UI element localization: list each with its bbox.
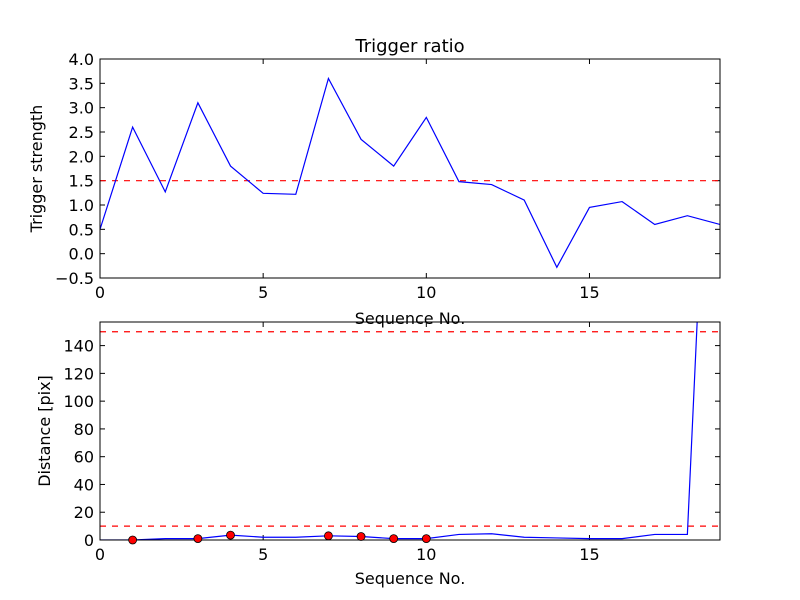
y-axis-label: Distance [pix] [35, 375, 54, 487]
axes-frame [99, 58, 721, 279]
x-tick-label: 0 [95, 283, 105, 302]
data-point-marker [193, 534, 203, 544]
data-point-marker [421, 534, 431, 544]
y-tick-label: 2.5 [69, 123, 94, 142]
y-tick-label: −0.5 [55, 269, 94, 288]
data-point-marker [128, 535, 138, 545]
series-line [100, 322, 698, 540]
y-tick-label: 40 [74, 475, 94, 494]
axes-frame [99, 321, 721, 541]
tick-layer: 0 5 10 15 0 20 40 60 80 100 120 140 [63, 322, 720, 564]
y-axis-label: Trigger strength [27, 105, 46, 234]
plot-area [100, 322, 720, 540]
y-tick-label: 3.0 [69, 99, 94, 118]
y-tick-label: 1.0 [69, 196, 94, 215]
data-point-marker [324, 531, 333, 541]
x-tick-label: 10 [416, 545, 436, 564]
x-tick-label: 0 [95, 545, 105, 564]
x-tick-label: 10 [416, 283, 436, 302]
series-line [100, 76, 720, 269]
y-tick-label: 4.0 [69, 50, 94, 69]
x-tick-label: 5 [258, 545, 268, 564]
y-tick-label: 100 [63, 392, 94, 411]
y-tick-label: 1.5 [69, 172, 94, 191]
plot-area [100, 76, 720, 269]
data-point-marker [389, 534, 399, 544]
data-point-marker [356, 532, 366, 541]
x-axis-label: Sequence No. [355, 309, 466, 328]
y-tick-label: 0.0 [69, 245, 94, 264]
data-point-marker [226, 530, 235, 540]
y-tick-label: 3.5 [69, 74, 94, 93]
x-tick-label: 15 [579, 545, 599, 564]
chart-title: Trigger ratio [354, 36, 464, 57]
x-axis-label: Sequence No. [355, 569, 466, 588]
y-tick-label: 140 [63, 337, 94, 356]
x-tick-label: 5 [258, 283, 268, 302]
y-tick-label: 60 [74, 448, 94, 467]
tick-layer: 0 5 10 15 −0.5 0.0 0.5 1.0 1.5 2.0 2.5 3.0 3.5 4.0 [55, 50, 720, 302]
y-tick-label: 0 [84, 531, 94, 550]
x-tick-label: 15 [579, 283, 599, 302]
y-tick-label: 20 [74, 503, 94, 522]
trigger-ratio-chart: Trigger ratio 0 5 10 15 −0.5 0.0 0.5 1.0 1.5 2.0 2… [27, 36, 721, 328]
y-tick-label: 120 [63, 364, 94, 383]
y-tick-label: 80 [74, 420, 94, 439]
y-tick-label: 0.5 [69, 220, 94, 239]
y-tick-label: 2.0 [69, 147, 94, 166]
distance-chart: 0 5 10 15 0 20 40 60 80 100 120 140 Sequence No. Di… [35, 321, 721, 588]
